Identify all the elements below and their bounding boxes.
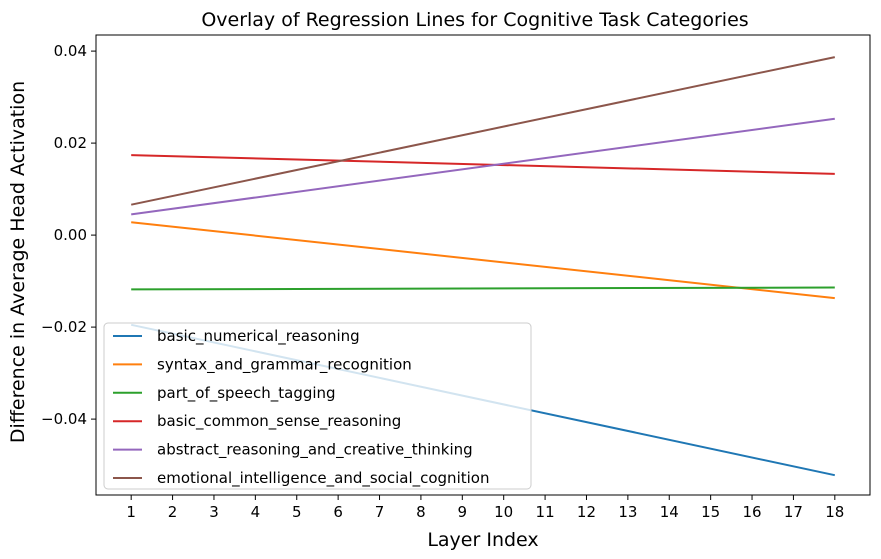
x-tick-label-3: 4 xyxy=(251,503,261,521)
y-tick-label-1: −0.02 xyxy=(41,318,87,336)
y-tick-label-3: 0.02 xyxy=(54,134,87,152)
legend-label-3: basic_common_sense_reasoning xyxy=(157,412,401,431)
x-tick-label-14: 15 xyxy=(701,503,720,521)
x-tick-label-15: 16 xyxy=(742,503,761,521)
x-tick-label-11: 12 xyxy=(577,503,596,521)
y-tick-label-4: 0.04 xyxy=(54,42,87,60)
x-tick-label-2: 3 xyxy=(209,503,219,521)
x-tick-label-12: 13 xyxy=(618,503,637,521)
x-tick-label-1: 2 xyxy=(168,503,178,521)
series-line-2 xyxy=(131,286,835,291)
y-tick-label-0: −0.04 xyxy=(41,410,87,428)
x-tick-label-8: 9 xyxy=(458,503,468,521)
axes-frame xyxy=(95,34,871,496)
legend-box xyxy=(103,322,532,490)
x-axis-title: Layer Index xyxy=(427,529,538,551)
x-tick-label-17: 18 xyxy=(825,503,844,521)
x-tick-label-0: 1 xyxy=(126,503,136,521)
legend-label-0: basic_numerical_reasoning xyxy=(157,327,360,346)
x-tick-label-7: 8 xyxy=(416,503,426,521)
series-line-1 xyxy=(131,221,835,300)
plot-area: 1 2 3 4 5 6 7 8 9 10 11 12 13 14 15 16 17 18−0.04−0.020.0… xyxy=(41,34,871,521)
x-tick-label-9: 10 xyxy=(494,503,513,521)
legend-label-4: abstract_reasoning_and_creative_thinking xyxy=(157,441,473,460)
x-tick-label-13: 14 xyxy=(660,503,679,521)
x-tick-label-4: 5 xyxy=(292,503,302,521)
x-tick-label-6: 7 xyxy=(375,503,385,521)
x-tick-label-16: 17 xyxy=(784,503,803,521)
y-axis-title: Difference in Average Head Activation xyxy=(7,81,29,443)
series-line-4 xyxy=(131,117,835,216)
series-line-3 xyxy=(131,154,835,175)
x-tick-label-10: 11 xyxy=(536,503,555,521)
legend-label-2: part_of_speech_tagging xyxy=(157,384,336,403)
x-tick-label-5: 6 xyxy=(333,503,343,521)
legend-label-1: syntax_and_grammar_recognition xyxy=(157,355,412,374)
chart-title: Overlay of Regression Lines for Cognitiv… xyxy=(201,9,748,31)
series-line-5 xyxy=(130,56,836,206)
y-tick-label-2: 0.00 xyxy=(54,226,87,244)
legend-label-5: emotional_intelligence_and_social_cognit… xyxy=(157,469,489,488)
